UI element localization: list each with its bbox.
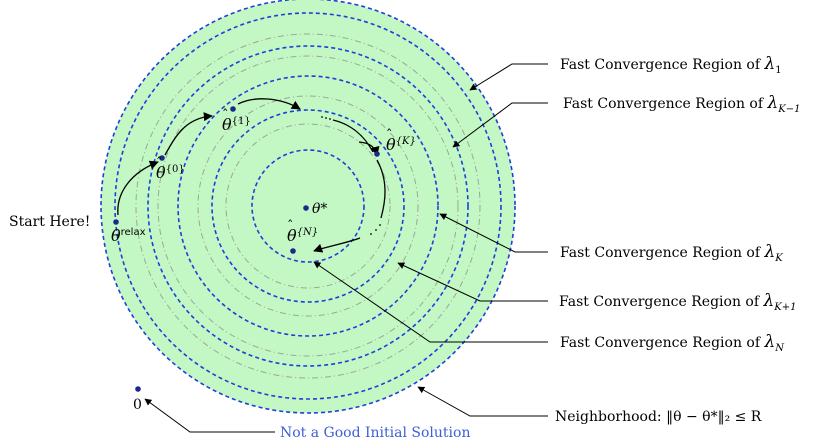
region-label-lambda-K: Fast Convergence Region of λK <box>560 242 783 264</box>
point-K <box>374 151 380 157</box>
gray-circle <box>225 123 391 289</box>
start-label: Start Here! <box>9 214 90 230</box>
trajectory-arrow <box>237 98 301 110</box>
origin-note: Not a Good Initial Solution <box>280 425 470 441</box>
hat: ˆ <box>287 219 294 234</box>
region-circles <box>100 0 516 414</box>
neighborhood-boundary <box>100 0 516 414</box>
gray-circle <box>157 55 459 357</box>
label-pK: θ{K} <box>386 135 416 154</box>
leader-lambda-N <box>313 261 548 343</box>
point-N <box>290 248 296 254</box>
region-labels: Fast Convergence Region of λ1 Fast Conve… <box>555 54 800 425</box>
region-label-lambda-N: Fast Convergence Region of λN <box>560 332 785 354</box>
region-circle-lambda-1 <box>114 12 502 400</box>
trajectory <box>117 98 386 253</box>
intermediate-circles <box>135 33 481 379</box>
gray-circle <box>197 95 419 317</box>
gray-circle <box>135 33 481 379</box>
point-1 <box>230 106 236 112</box>
trajectory-arrow <box>117 160 159 216</box>
leader-lambda-K-plus-1 <box>397 262 548 302</box>
label-relax: θrelax <box>111 226 146 245</box>
label-p1: θ{1} <box>222 115 251 134</box>
trajectory-dots <box>321 116 381 235</box>
point-origin <box>135 386 141 392</box>
hat: ˆ <box>386 128 393 143</box>
leader-lambda-K-minus-1 <box>452 102 548 148</box>
trajectory-arrow <box>313 237 361 253</box>
origin-note-leader <box>144 398 275 433</box>
origin-label: 0 <box>133 397 142 413</box>
region-leaders <box>313 63 548 417</box>
trajectory-arrow <box>376 159 386 219</box>
region-circle-lambda-K-minus-1 <box>147 45 469 367</box>
iterate-points <box>113 106 380 392</box>
leader-lambda-K <box>439 213 548 253</box>
label-optimum: θ* <box>312 201 327 217</box>
label-pN: θ{N} <box>287 226 318 245</box>
neighborhood-label: Neighborhood: ‖θ − θ*‖₂ ≤ R <box>555 409 762 425</box>
trajectory-arrow <box>164 112 213 156</box>
leader-neighborhood <box>417 386 548 417</box>
leader-lambda-1 <box>469 63 548 91</box>
point-0 <box>159 155 165 161</box>
region-label-lambda-K-plus-1: Fast Convergence Region of λK+1 <box>559 291 796 313</box>
region-circle-lambda-K <box>177 75 439 337</box>
trajectory-arrow <box>332 119 374 153</box>
point-relax <box>113 219 119 225</box>
region-circle-lambda-K-plus-1 <box>211 109 405 303</box>
point-optimum <box>303 205 309 211</box>
label-p0: θ{0} <box>156 163 185 182</box>
region-label-lambda-1: Fast Convergence Region of λ1 <box>560 54 782 76</box>
iterate-labels: θrelax θ{0} ˆ θ{1} ˆ θ{K} ˆ θ{N} ˆ θ* <box>111 108 416 245</box>
hat: ˆ <box>156 156 163 171</box>
hat: ˆ <box>222 108 229 123</box>
region-label-lambda-K-minus-1: Fast Convergence Region of λK−1 <box>563 93 800 115</box>
region-circle-lambda-N <box>251 149 365 263</box>
